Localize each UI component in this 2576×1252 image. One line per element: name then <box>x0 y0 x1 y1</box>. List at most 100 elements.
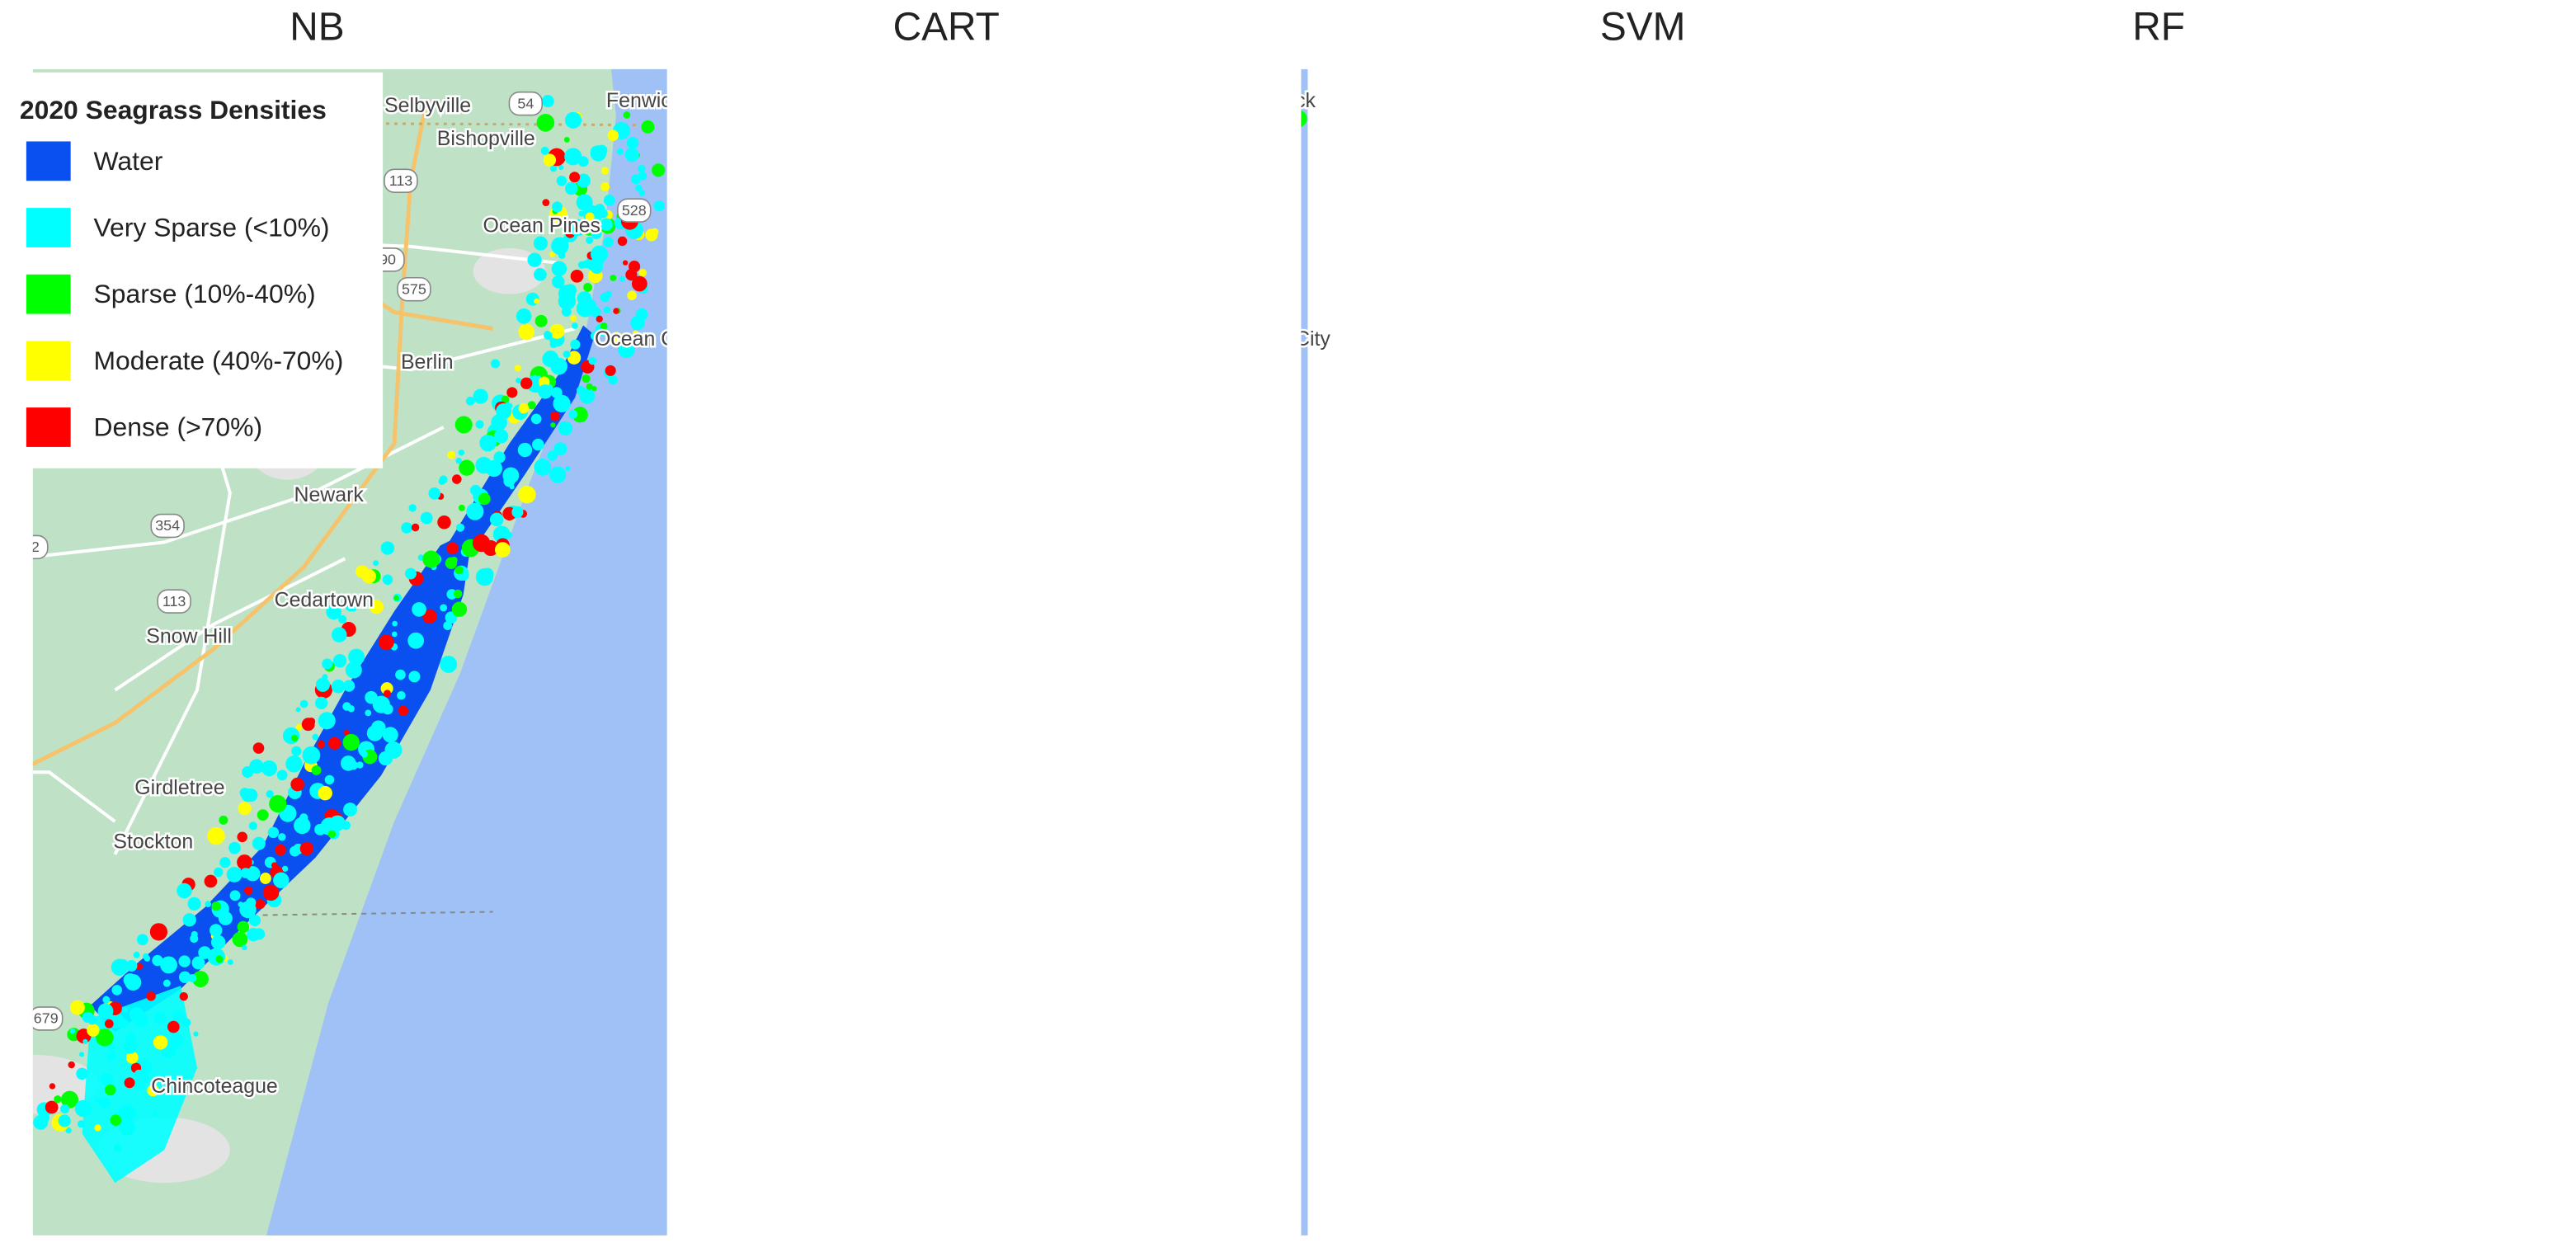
classified-pixel <box>2245 751 2251 756</box>
classified-pixel <box>1651 552 1659 559</box>
classified-pixel <box>2203 878 2218 892</box>
classified-pixel <box>1195 288 1204 297</box>
classified-pixel <box>2541 227 2553 239</box>
classified-pixel <box>105 1084 116 1096</box>
classified-pixel <box>2508 218 2526 235</box>
classified-pixel <box>2053 994 2060 1001</box>
classified-pixel <box>2460 183 2469 192</box>
route-shield <box>157 589 191 614</box>
classified-pixel <box>1077 626 1087 636</box>
classified-pixel <box>2415 348 2422 355</box>
classified-pixel <box>576 299 594 318</box>
classified-pixel <box>912 732 925 746</box>
classified-pixel <box>864 937 874 947</box>
classified-pixel <box>2546 137 2555 146</box>
classified-pixel <box>2501 258 2512 270</box>
classified-pixel <box>136 963 144 970</box>
classified-pixel <box>2450 228 2461 239</box>
place-label: Snow Hill <box>146 625 232 648</box>
classified-pixel <box>378 634 394 651</box>
classified-pixel <box>1600 671 1608 678</box>
classified-pixel <box>2541 172 2547 179</box>
classified-pixel <box>69 1028 76 1034</box>
classified-pixel <box>990 622 1002 634</box>
classified-pixel <box>2194 764 2211 780</box>
classified-pixel <box>1591 775 1598 782</box>
classified-pixel <box>2481 355 2498 371</box>
classified-pixel <box>2296 654 2307 666</box>
classified-pixel <box>2494 304 2503 313</box>
classified-pixel <box>1001 768 1015 782</box>
classified-pixel <box>1163 242 1180 258</box>
classified-pixel <box>2229 868 2239 878</box>
classified-pixel <box>2035 1018 2046 1029</box>
classified-pixel <box>1651 617 1667 633</box>
route-shield <box>785 515 818 538</box>
classified-pixel <box>1450 941 1466 957</box>
classified-pixel <box>2452 299 2470 317</box>
classified-pixel <box>1035 647 1049 661</box>
classified-pixel <box>1400 1122 1416 1138</box>
classified-pixel <box>2328 529 2338 539</box>
classified-pixel <box>1048 605 1057 614</box>
classified-pixel <box>1739 469 1755 486</box>
classified-pixel <box>2405 449 2422 465</box>
classified-pixel <box>2239 704 2249 713</box>
classified-pixel <box>887 913 899 925</box>
classified-pixel <box>2272 756 2278 763</box>
classified-pixel <box>1189 249 1197 257</box>
classified-pixel <box>1164 360 1170 366</box>
route-shield <box>1431 515 1464 538</box>
classified-pixel <box>1909 270 1926 287</box>
route-shield <box>1928 535 1961 558</box>
classified-pixel <box>108 1043 115 1051</box>
classified-pixel <box>1353 1106 1367 1120</box>
classified-pixel <box>1431 1081 1443 1094</box>
classified-pixel <box>1361 1087 1375 1101</box>
classified-pixel <box>2555 112 2574 130</box>
classified-pixel <box>1620 608 1636 624</box>
classified-pixel <box>1222 298 1233 308</box>
classified-pixel <box>1424 940 1439 955</box>
classified-pixel <box>2259 641 2277 659</box>
classified-pixel <box>613 308 619 314</box>
classified-pixel <box>543 153 557 167</box>
classified-pixel <box>318 712 336 730</box>
classified-pixel <box>2497 102 2509 115</box>
classified-pixel <box>1810 443 1822 455</box>
classified-pixel <box>1717 576 1726 585</box>
classified-pixel <box>178 955 191 967</box>
classified-pixel <box>2456 143 2469 155</box>
classified-pixel <box>1448 1051 1455 1057</box>
place-label: Snow Hill <box>2060 625 2146 648</box>
classified-pixel <box>1887 143 1904 159</box>
classified-pixel <box>2539 252 2553 266</box>
classified-pixel <box>2564 111 2573 119</box>
classified-pixel <box>1208 298 1222 313</box>
classified-pixel <box>2512 208 2525 220</box>
classified-pixel <box>1257 133 1272 148</box>
classified-pixel <box>2027 1079 2040 1091</box>
classified-pixel <box>1627 633 1635 641</box>
classified-pixel <box>2079 1081 2090 1092</box>
classified-pixel <box>2041 965 2049 973</box>
classified-pixel <box>232 931 248 948</box>
classified-pixel <box>2353 520 2366 533</box>
classified-pixel <box>1059 569 1076 586</box>
classified-pixel <box>2169 913 2179 923</box>
classified-pixel <box>2449 234 2458 243</box>
classified-pixel <box>1469 956 1480 967</box>
classified-pixel <box>1850 148 1863 161</box>
classified-pixel <box>1499 840 1510 852</box>
classified-pixel <box>1090 465 1101 476</box>
classified-pixel <box>1118 438 1133 453</box>
classified-pixel <box>2298 641 2310 652</box>
classified-pixel <box>1778 396 1791 408</box>
classified-pixel <box>1002 666 1008 672</box>
classified-pixel <box>1665 702 1679 716</box>
classified-pixel <box>278 833 286 841</box>
classified-pixel <box>1898 219 1910 232</box>
classified-pixel <box>1338 1095 1353 1110</box>
classified-pixel <box>752 1006 769 1023</box>
route-label: 679 <box>668 1010 693 1027</box>
